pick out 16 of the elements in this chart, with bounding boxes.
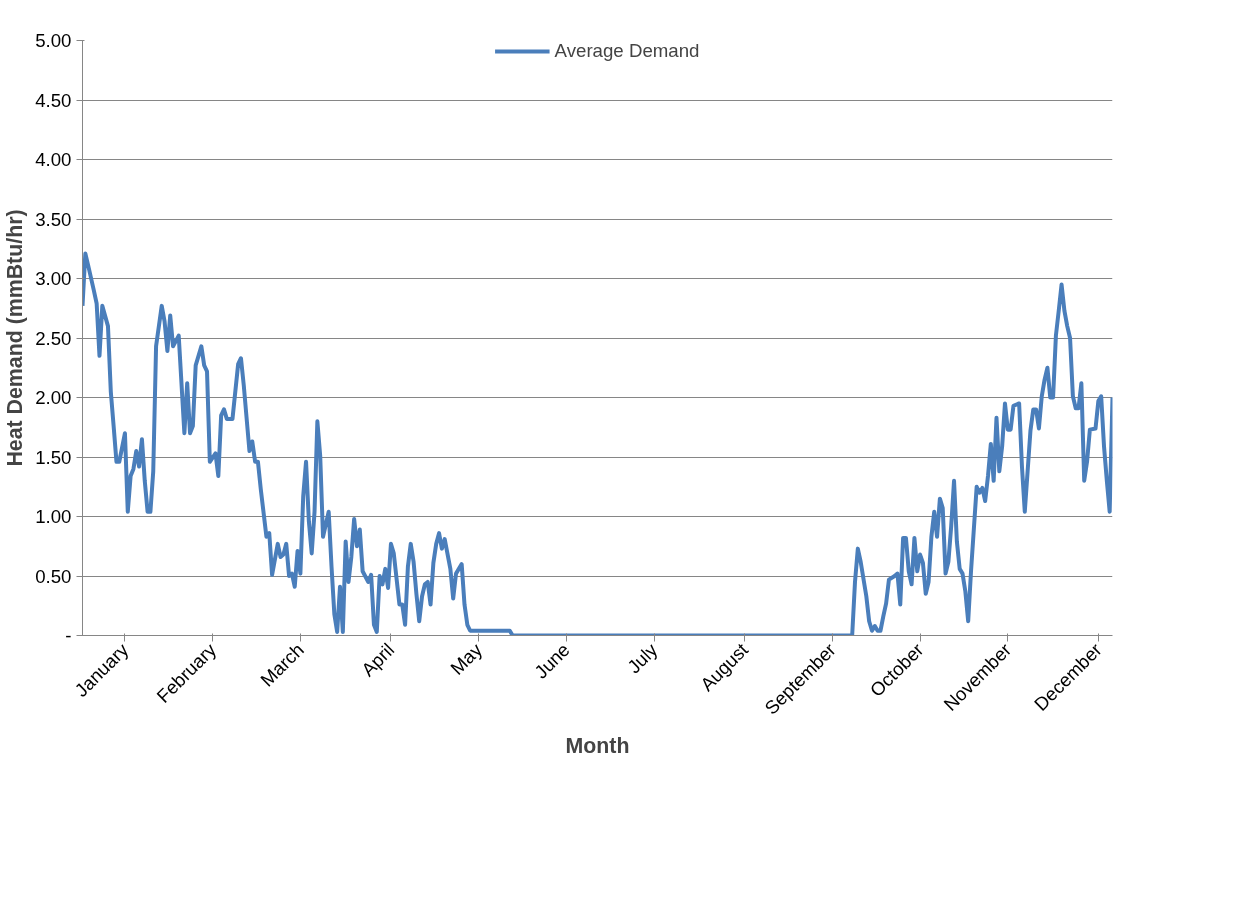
x-tick-label: July: [623, 638, 662, 678]
y-tick-label: 1.50: [35, 446, 72, 468]
y-tick-label: 3.50: [35, 208, 72, 230]
y-axis-title: Heat Demand (mmBtu/hr): [3, 209, 28, 467]
x-axis-title: Month: [565, 733, 630, 758]
y-tick-label: 2.50: [35, 327, 72, 349]
y-tick-label: 1.00: [35, 506, 72, 527]
y-tick-label: 3.00: [35, 268, 72, 289]
legend-label: Average Demand: [554, 40, 700, 62]
y-tick-label: -: [65, 625, 72, 646]
y-tick-label: 4.00: [35, 149, 72, 170]
y-tick-label: 5.00: [35, 30, 72, 51]
y-tick-label: 4.50: [35, 89, 72, 111]
y-tick-label: 2.00: [35, 387, 72, 408]
y-tick-label: 0.50: [35, 565, 72, 587]
x-tick-label: May: [446, 638, 487, 679]
